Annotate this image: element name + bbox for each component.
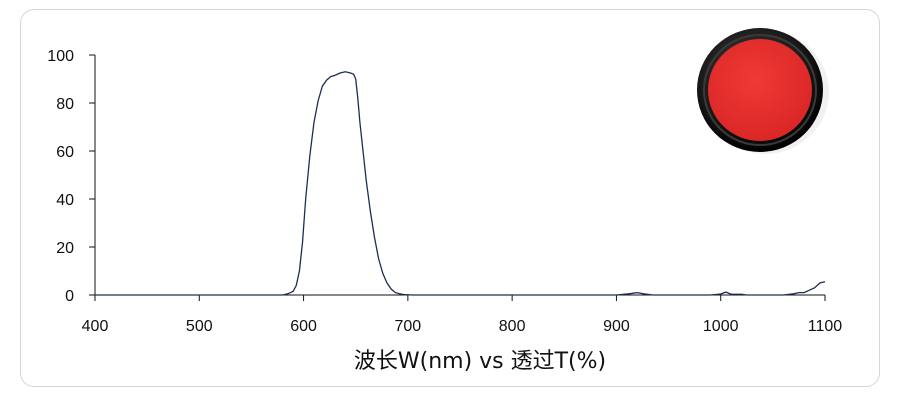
y-tick-label: 40 [56,192,74,209]
y-tick-label: 60 [56,144,74,161]
x-tick-label: 400 [82,318,109,335]
x-tick-label: 500 [186,318,213,335]
x-tick-label: 1000 [703,318,739,335]
x-tick-label: 800 [499,318,526,335]
chart-tick-labels: 0 20 40 60 80 100 400 500 600 700 800 900 1000 1100 [47,48,842,335]
y-tick-label: 0 [65,288,74,305]
red-filter-image [697,28,829,154]
y-tick-label: 80 [56,96,74,113]
x-tick-label: 1100 [808,318,843,335]
chart-ticks [89,54,826,301]
x-tick-label: 900 [603,318,630,335]
y-tick-label: 20 [56,240,74,257]
x-tick-label: 600 [290,318,317,335]
y-tick-label: 100 [47,48,74,65]
transmission-curve [95,71,826,296]
x-axis-title: 波长W(nm) vs 透过T(%) [354,349,606,374]
x-tick-label: 700 [395,318,422,335]
filter-glass [708,39,812,141]
